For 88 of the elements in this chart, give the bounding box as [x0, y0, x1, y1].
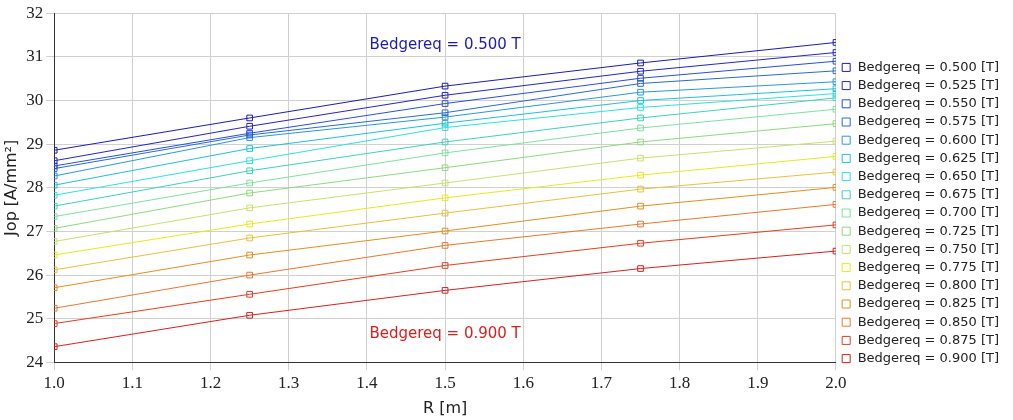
point	[637, 104, 644, 111]
point	[441, 124, 449, 131]
x-tick-label: 1.5	[434, 373, 456, 393]
point	[441, 164, 449, 172]
point	[637, 138, 644, 146]
point	[637, 239, 644, 247]
y-tick-label: 32	[26, 2, 44, 22]
legend-label: Bedgereq = 0.550 [T]	[857, 95, 1000, 111]
point	[246, 311, 253, 319]
y-tick-label: 27	[26, 220, 44, 240]
legend-label: Bedgereq = 0.700 [T]	[857, 204, 1000, 220]
point	[246, 167, 253, 175]
point	[637, 171, 644, 179]
point	[441, 194, 449, 202]
point	[441, 262, 449, 269]
point	[637, 74, 644, 82]
y-tick-label: 31	[26, 46, 44, 66]
legend-label: Bedgereq = 0.775 [T]	[857, 258, 1000, 274]
point	[441, 242, 449, 249]
x-tick-label: 2.0	[825, 373, 847, 393]
legend-label: Bedgereq = 0.900 [T]	[857, 349, 1000, 365]
point	[441, 109, 449, 117]
point	[246, 290, 253, 298]
x-tick-label: 1.3	[278, 373, 300, 393]
legend-label: Bedgereq = 0.600 [T]	[857, 131, 1000, 147]
legend-label: Bedgereq = 0.675 [T]	[857, 186, 1000, 202]
point	[246, 179, 253, 187]
legend-label: Bedgereq = 0.650 [T]	[857, 167, 1000, 183]
y-tick-label: 24	[26, 351, 44, 371]
legend-label: Bedgereq = 0.575 [T]	[857, 113, 1000, 129]
point	[637, 59, 644, 67]
legend-label: Bedgereq = 0.725 [T]	[857, 222, 1000, 238]
x-tick-label: 1.4	[356, 373, 379, 393]
point	[441, 287, 449, 294]
point	[637, 202, 644, 210]
point	[441, 119, 449, 127]
point	[246, 204, 253, 212]
point	[246, 271, 253, 279]
point	[246, 251, 253, 259]
legend-label: Bedgereq = 0.500 [T]	[857, 58, 1000, 74]
y-tick-label: 30	[26, 89, 44, 109]
legend-label: Bedgereq = 0.750 [T]	[857, 240, 1000, 256]
point	[637, 67, 644, 75]
point	[246, 189, 253, 197]
point	[246, 220, 253, 228]
y-tick-label: 29	[26, 133, 44, 153]
point	[637, 88, 644, 96]
annotation: Bedgereq = 0.500 T	[369, 35, 522, 54]
y-tick-label: 28	[26, 177, 44, 197]
x-tick-label: 1.6	[512, 373, 534, 393]
point	[246, 122, 253, 130]
point	[441, 209, 449, 217]
point	[246, 145, 253, 152]
point	[441, 149, 449, 157]
y-tick-label: 25	[26, 308, 44, 328]
point	[441, 100, 449, 107]
legend-label: Bedgereq = 0.850 [T]	[857, 313, 1000, 329]
point	[637, 220, 644, 228]
legend-label: Bedgereq = 0.625 [T]	[857, 149, 1000, 165]
annotation: Bedgereq = 0.900 T	[369, 324, 522, 343]
x-tick-label: 1.2	[199, 373, 222, 393]
point	[441, 91, 449, 99]
x-tick-label: 1.9	[747, 373, 769, 393]
y-axis-title: Jop [A/mm²]	[0, 139, 20, 237]
point	[441, 138, 449, 146]
legend-label: Bedgereq = 0.825 [T]	[857, 295, 1000, 311]
point	[637, 154, 644, 162]
x-tick-label: 1.8	[669, 373, 691, 393]
legend-label: Bedgereq = 0.875 [T]	[857, 331, 1000, 347]
x-tick-label: 1.0	[43, 373, 65, 393]
x-tick-label: 1.1	[121, 373, 143, 393]
point	[441, 82, 449, 90]
point	[637, 265, 644, 272]
x-tick-label: 1.7	[590, 373, 613, 393]
legend-label: Bedgereq = 0.525 [T]	[857, 76, 1000, 92]
point	[637, 97, 644, 104]
legend-label: Bedgereq = 0.800 [T]	[857, 277, 1000, 293]
y-tick-label: 26	[26, 264, 44, 284]
point	[637, 114, 644, 122]
point	[441, 113, 449, 121]
point	[246, 114, 253, 122]
point	[246, 234, 253, 242]
point	[441, 227, 449, 235]
point	[637, 124, 644, 132]
point	[246, 157, 253, 165]
point	[441, 179, 449, 187]
point	[637, 185, 644, 193]
x-axis-title: R [m]	[422, 397, 468, 417]
